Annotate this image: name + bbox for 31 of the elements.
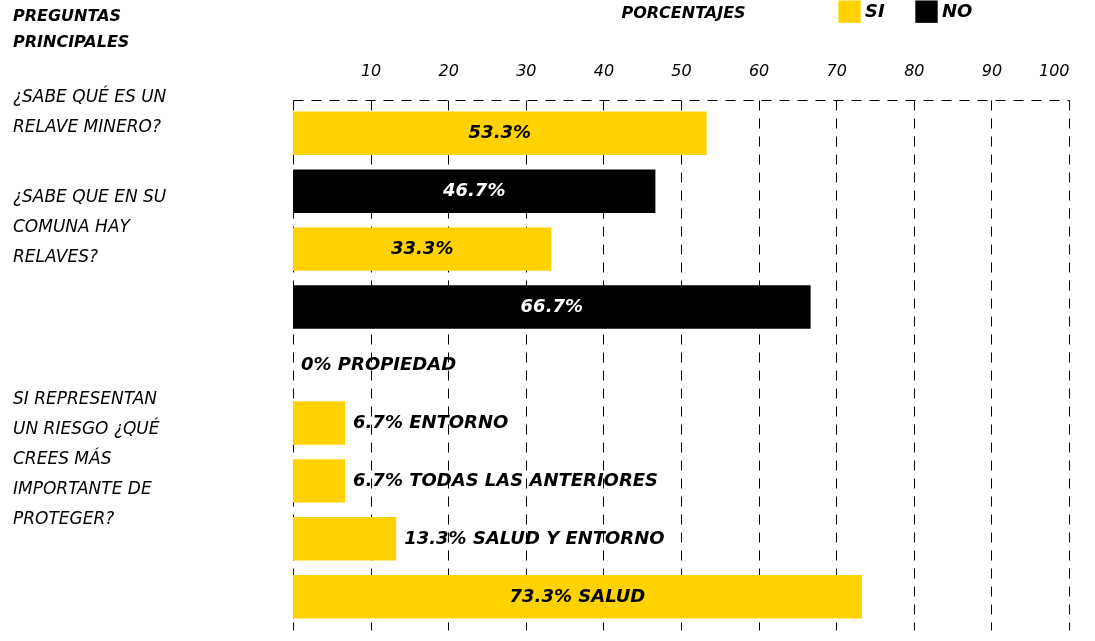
x-tick-label: 80 [904,60,925,80]
bar [293,401,345,445]
data-label: 53.3% [468,121,532,143]
bar [293,459,345,503]
y-tick-label: SI REPRESENTAN UN RIESGO ¿QUÉ CREES MÁS IMPORTANTE DE PROTEGER? [13,388,160,529]
data-label: 0% PROPIEDAD [301,353,457,374]
data-label: 33.3% [390,237,454,259]
x-axis-title: PORCENTAJES [621,2,746,22]
bar [293,227,552,271]
legend-label: NO [942,0,973,21]
x-tick-label: 40 [593,60,615,80]
x-tick-label: 30 [516,60,537,80]
data-label: 66.7% [520,295,584,317]
x-tick-label: 70 [826,60,847,80]
bar [293,111,707,156]
legend-label: SI [865,0,885,21]
x-tick-label: 60 [748,60,770,80]
y-tick-label: ¿SABE QUE EN SU COMUNA HAY RELAVES? [13,186,167,267]
bar [293,517,397,561]
y-axis-title: PREGUNTAS PRINCIPALES [13,6,130,51]
x-tick-label: 10 [360,60,382,80]
bar [293,574,862,619]
y-tick-label: ¿SABE QUÉ ES UN RELAVE MINERO? [13,84,167,136]
x-tick-label: 100 [1038,60,1070,80]
data-label: 46.7% [441,179,506,201]
data-label: 6.7% ENTORNO [352,410,509,432]
data-label: 6.7% TODAS LAS ANTERIORES [352,468,659,490]
data-label: 73.3% SALUD [509,584,646,606]
x-tick-label: 20 [438,60,459,80]
x-tick-label: 50 [671,60,692,80]
x-tick-label: 90 [981,60,1003,80]
